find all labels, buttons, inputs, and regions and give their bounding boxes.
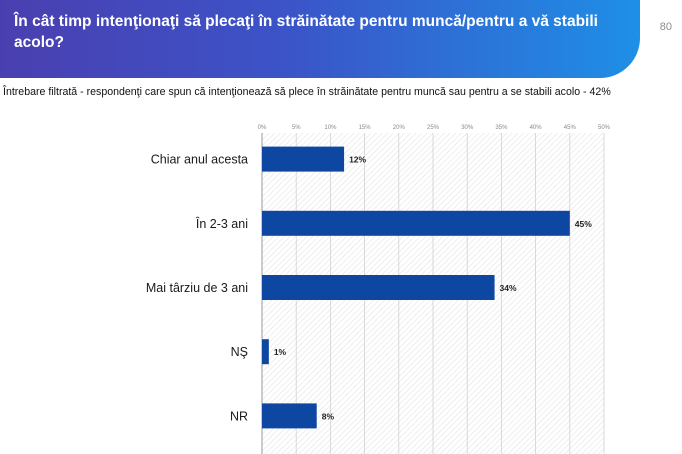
category-label: În 2-3 ani: [195, 216, 248, 231]
page-title: În cât timp intenţionaţi să plecaţi în s…: [14, 13, 598, 51]
title-banner: În cât timp intenţionaţi să plecaţi în s…: [0, 0, 640, 78]
data-label: 1%: [274, 347, 287, 357]
x-tick-label: 45%: [564, 125, 577, 131]
x-tick-label: 40%: [530, 125, 543, 131]
x-tick-label: 50%: [598, 125, 611, 131]
bar: [262, 403, 317, 429]
bar: [262, 210, 570, 236]
x-tick-label: 25%: [427, 125, 440, 131]
category-label: NŞ: [231, 345, 248, 359]
bar: [262, 339, 269, 365]
data-label: 45%: [575, 219, 592, 229]
data-label: 12%: [349, 155, 366, 165]
x-tick-label: 10%: [324, 125, 337, 131]
x-tick-label: 15%: [359, 125, 372, 131]
bar: [262, 275, 495, 300]
category-label: Chiar anul acesta: [151, 153, 248, 167]
page-number: 80: [659, 21, 672, 33]
data-label: 8%: [322, 411, 335, 421]
x-tick-label: 5%: [292, 125, 301, 131]
x-tick-label: 30%: [461, 125, 474, 131]
chart-subtitle: Întrebare filtrată - respondenţi care sp…: [3, 86, 611, 98]
category-label: Mai târziu de 3 ani: [146, 281, 248, 295]
bar: [262, 146, 345, 172]
x-tick-label: 0%: [258, 125, 267, 131]
x-tick-label: 20%: [393, 125, 406, 131]
x-tick-label: 35%: [495, 125, 508, 131]
data-label: 34%: [500, 283, 517, 293]
category-label: NR: [230, 409, 248, 423]
